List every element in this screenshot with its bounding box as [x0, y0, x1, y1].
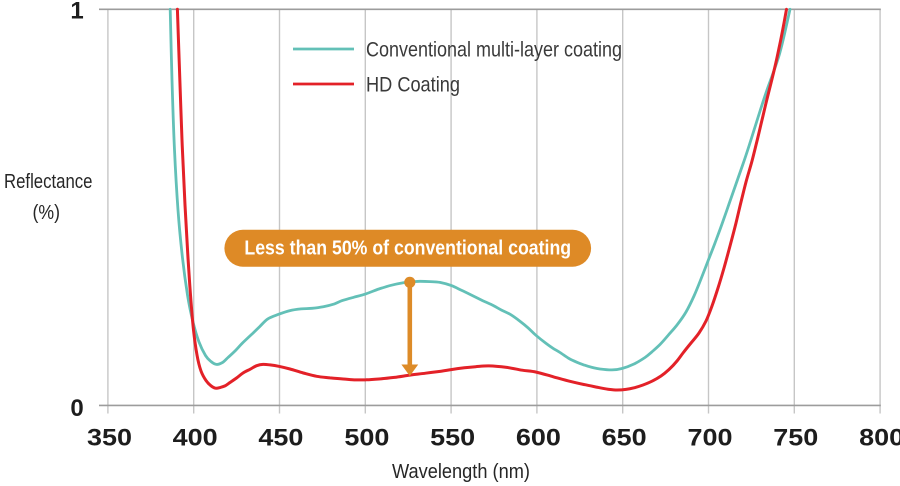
- svg-text:400: 400: [173, 425, 218, 452]
- svg-text:800: 800: [859, 425, 900, 452]
- svg-text:HD Coating: HD Coating: [366, 74, 460, 97]
- svg-text:700: 700: [688, 425, 733, 452]
- svg-text:(%): (%): [33, 202, 61, 224]
- svg-text:Less than 50% of conventional: Less than 50% of conventional coating: [244, 238, 571, 260]
- svg-text:650: 650: [602, 425, 647, 452]
- svg-text:600: 600: [516, 425, 561, 452]
- svg-text:Wavelength (nm): Wavelength (nm): [392, 461, 530, 483]
- svg-text:550: 550: [430, 425, 475, 452]
- svg-text:450: 450: [258, 425, 303, 452]
- svg-text:0: 0: [70, 395, 83, 422]
- svg-text:Reflectance: Reflectance: [4, 171, 93, 193]
- svg-text:Conventional multi-layer coati: Conventional multi-layer coating: [366, 39, 622, 62]
- svg-text:1: 1: [70, 0, 83, 25]
- svg-text:500: 500: [344, 425, 389, 452]
- svg-text:350: 350: [87, 425, 132, 452]
- svg-text:750: 750: [773, 425, 818, 452]
